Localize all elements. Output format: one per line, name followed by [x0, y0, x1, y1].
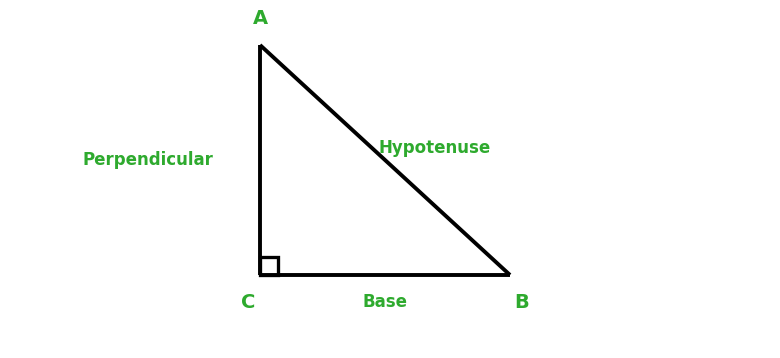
Text: A: A	[253, 9, 268, 28]
Text: C: C	[241, 293, 255, 312]
Text: Base: Base	[363, 293, 407, 311]
Bar	[260, 257, 278, 275]
Text: Hypotenuse: Hypotenuse	[379, 139, 491, 157]
Text: B: B	[515, 293, 530, 312]
Text: Perpendicular: Perpendicular	[83, 151, 214, 169]
